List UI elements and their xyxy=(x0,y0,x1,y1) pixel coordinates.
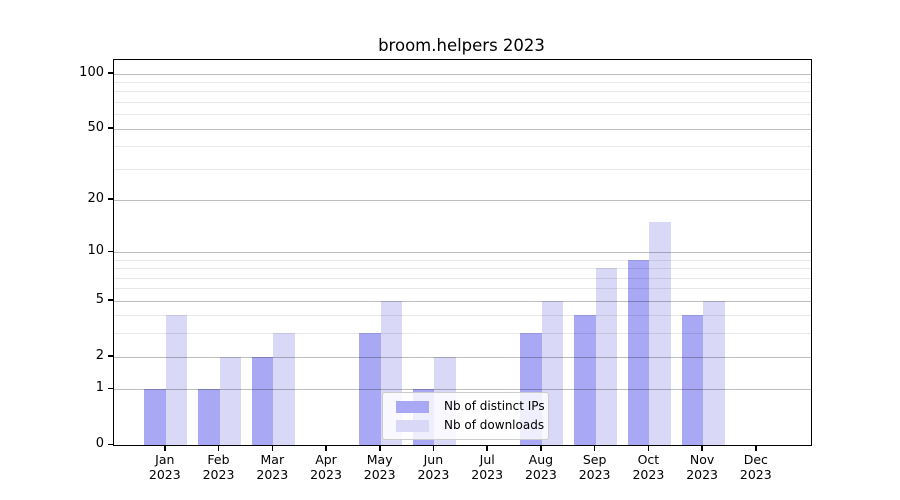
bar-downloads-nov xyxy=(703,300,725,445)
y-tick-label: 10 xyxy=(87,243,104,258)
x-tick-label-dec: Dec 2023 xyxy=(739,452,772,482)
y-tick-mark xyxy=(108,387,113,390)
legend-swatch-downloads-icon xyxy=(396,419,429,432)
bar-distinct-ips-jan xyxy=(144,389,166,445)
legend-swatch-distinct-ips-icon xyxy=(396,400,429,413)
x-tick-mark xyxy=(755,445,757,451)
bar-distinct-ips-may xyxy=(359,333,381,445)
x-tick-label-nov: Nov 2023 xyxy=(686,452,718,482)
x-tick-label-sep: Sep 2023 xyxy=(578,452,611,482)
y-tick-label: 0 xyxy=(95,436,104,451)
legend-label-downloads: Nb of downloads xyxy=(444,418,545,432)
legend-item-distinct-ips: Nb of distinct IPs xyxy=(396,399,545,413)
y-tick-mark xyxy=(108,127,113,129)
y-tick-mark xyxy=(108,250,113,252)
y-tick-mark xyxy=(108,299,113,301)
y-tick-label: 20 xyxy=(87,190,104,206)
y-tick-mark xyxy=(108,198,113,200)
x-tick-label-mar: Mar 2023 xyxy=(256,452,289,482)
x-tick-mark xyxy=(325,445,327,451)
bar-downloads-sep xyxy=(595,268,618,445)
x-tick-mark xyxy=(164,445,166,451)
x-tick-label-jan: Jan 2023 xyxy=(148,452,181,482)
x-tick-label-feb: Feb 2023 xyxy=(202,452,235,482)
legend: Nb of distinct IPs Nb of downloads xyxy=(382,392,549,440)
y-tick-mark xyxy=(108,72,113,74)
bar-distinct-ips-nov xyxy=(681,315,704,445)
plot-area: Nb of distinct IPs Nb of downloads xyxy=(113,59,812,446)
x-tick-mark xyxy=(701,445,703,451)
bar-downloads-mar xyxy=(273,333,295,445)
x-tick-mark xyxy=(271,445,273,451)
legend-label-distinct-ips: Nb of distinct IPs xyxy=(444,399,545,413)
x-tick-label-may: May 2023 xyxy=(363,452,396,482)
bar-downloads-jan xyxy=(165,315,188,445)
y-tick-label: 100 xyxy=(79,64,104,80)
x-tick-mark xyxy=(647,445,650,451)
x-tick-mark xyxy=(593,445,596,451)
x-tick-label-jun: Jun 2023 xyxy=(417,452,450,482)
y-tick-label: 1 xyxy=(95,380,104,396)
bar-distinct-ips-oct xyxy=(627,259,650,445)
bar-downloads-feb xyxy=(219,356,242,445)
y-tick-label: 50 xyxy=(87,119,104,135)
x-tick-label-aug: Aug 2023 xyxy=(524,452,557,482)
x-tick-mark xyxy=(432,445,435,451)
y-tick-label: 5 xyxy=(95,291,104,307)
x-tick-label-apr: Apr 2023 xyxy=(310,452,342,482)
y-tick-mark xyxy=(108,443,113,445)
x-tick-mark xyxy=(379,445,381,451)
x-tick-mark xyxy=(217,445,220,451)
x-tick-label-oct: Oct 2023 xyxy=(632,452,665,482)
bar-distinct-ips-feb xyxy=(198,389,220,445)
bar-downloads-oct xyxy=(649,221,671,445)
legend-item-downloads: Nb of downloads xyxy=(396,418,545,432)
bars-layer xyxy=(114,60,811,445)
x-tick-label-jul: Jul 2023 xyxy=(471,452,504,482)
x-tick-mark xyxy=(486,445,488,451)
bar-distinct-ips-mar xyxy=(251,356,274,445)
bar-distinct-ips-sep xyxy=(574,315,596,445)
y-tick-mark xyxy=(108,355,113,357)
x-tick-mark xyxy=(540,445,542,451)
y-tick-label: 2 xyxy=(95,347,104,363)
chart-title: broom.helpers 2023 xyxy=(378,36,545,55)
